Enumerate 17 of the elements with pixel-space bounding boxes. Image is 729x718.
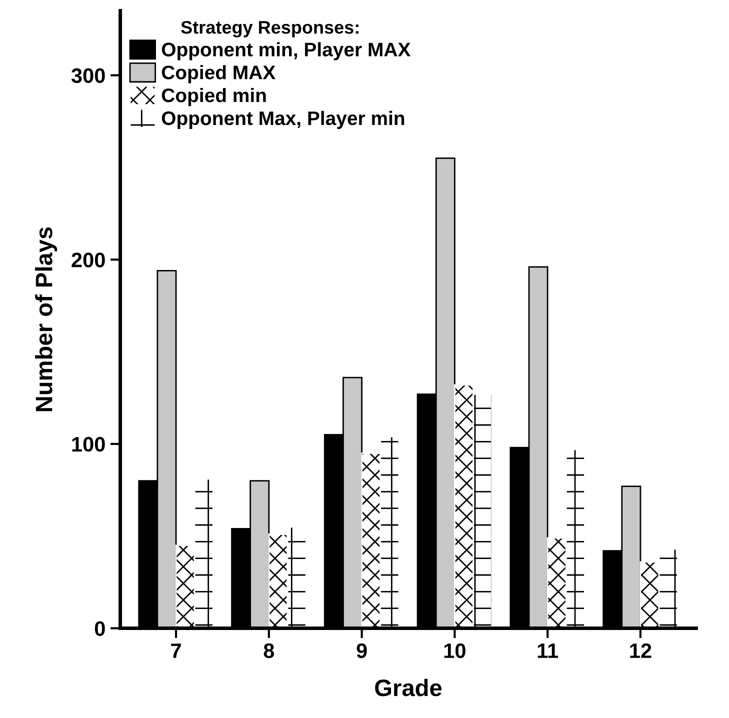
y-tick-label: 0	[94, 621, 105, 636]
x-axis-title: Grade	[375, 678, 442, 696]
x-tick-label: 8	[264, 643, 274, 658]
x-tick-label: 9	[356, 643, 367, 658]
legend-label: Opponent min, Player MAX	[162, 42, 411, 60]
x-tick-label: 7	[171, 644, 181, 658]
legend-label: Copied MAX	[162, 65, 276, 84]
y-tick-label: 200	[72, 252, 105, 268]
y-tick-label: 100	[72, 436, 105, 452]
x-tick-label: 12	[630, 643, 652, 658]
legend-label: Copied min	[162, 88, 266, 106]
x-tick-label: 11	[538, 644, 558, 658]
y-axis-title: Number of Plays	[35, 227, 58, 412]
x-tick-label: 10	[444, 643, 466, 658]
y-tick-label: 300	[71, 68, 105, 84]
legend-label: Opponent Max, Player min	[162, 110, 404, 129]
legend-title: Strategy Responses:	[181, 20, 358, 38]
